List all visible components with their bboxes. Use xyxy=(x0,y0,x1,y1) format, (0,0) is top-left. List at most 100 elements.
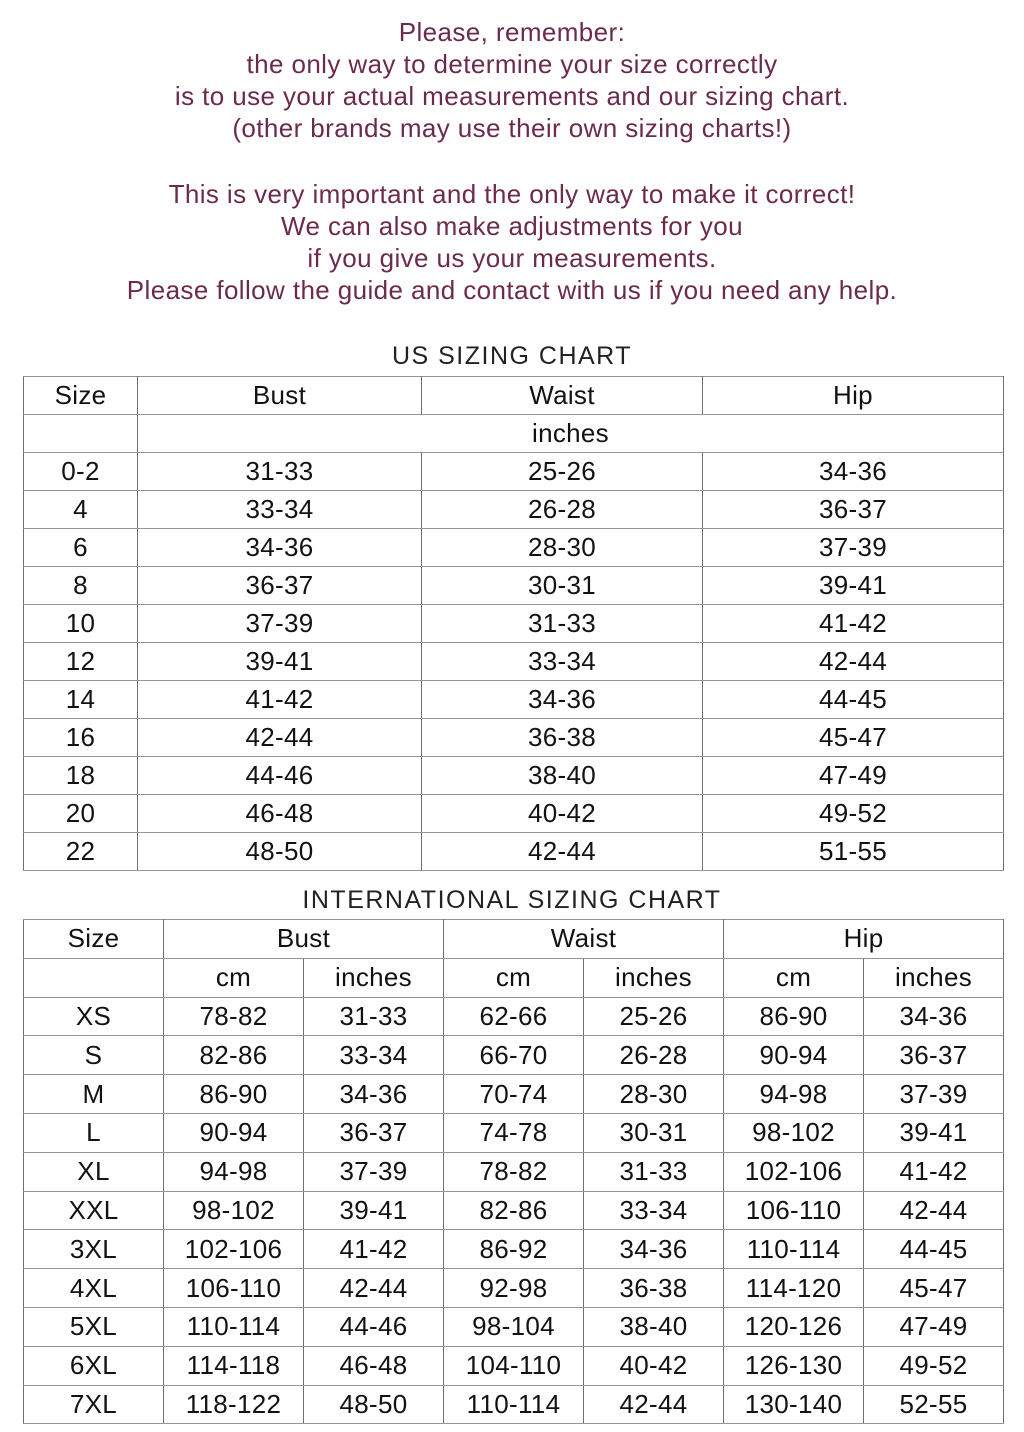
table-cell: 98-102 xyxy=(723,1112,865,1153)
table-cell: 46-48 xyxy=(302,1345,445,1386)
table-cell: 118-122 xyxy=(163,1384,304,1425)
table-cell: 38-40 xyxy=(583,1306,725,1347)
table-cell: 33-34 xyxy=(137,490,422,529)
table-row: 6XL 114-118 46-48 104-110 40-42 126-130 49-52 xyxy=(23,1345,1005,1386)
table-cell: 86-90 xyxy=(163,1074,304,1114)
table-cell: 37-39 xyxy=(302,1151,445,1192)
table-cell: 46-48 xyxy=(137,794,422,833)
table-row: 3XL 102-106 41-42 86-92 34-36 110-114 44-45 xyxy=(23,1229,1005,1270)
table-cell: 74-78 xyxy=(443,1112,585,1153)
column-header-bust: Bust xyxy=(162,919,445,959)
table-cell: 66-70 xyxy=(443,1035,585,1076)
table-cell: 106-110 xyxy=(163,1268,304,1308)
table-cell: 16 xyxy=(23,718,138,757)
intl-table-body: XS 78-82 31-33 62-66 25-26 86-90 34-36 S 82-86 33… xyxy=(23,996,1005,1425)
table-row: XS 78-82 31-33 62-66 25-26 86-90 34-36 xyxy=(23,996,1005,1037)
table-cell: 0-2 xyxy=(23,452,138,491)
table-row: 18 44-46 38-40 47-49 xyxy=(23,756,1004,795)
us-chart-title: US SIZING CHART xyxy=(391,342,633,370)
table-cell: 120-126 xyxy=(723,1306,865,1347)
us-table-body: 0-2 31-33 25-26 34-36 4 33-34 26-28 36-37 6 34-36… xyxy=(23,452,1004,871)
table-cell: 102-106 xyxy=(723,1151,865,1192)
table-cell: 3XL xyxy=(23,1229,164,1270)
table-cell: 98-104 xyxy=(443,1306,585,1347)
table-cell: 126-130 xyxy=(723,1345,865,1386)
table-cell: 47-49 xyxy=(702,756,1004,795)
table-cell: 36-37 xyxy=(702,490,1004,529)
table-cell: 45-47 xyxy=(702,718,1004,757)
table-cell: 28-30 xyxy=(421,528,703,567)
intro-line: Please follow the guide and contact with… xyxy=(126,275,898,305)
table-cell: 78-82 xyxy=(163,996,304,1037)
table-row: 0-2 31-33 25-26 34-36 xyxy=(23,452,1004,491)
table-cell: 30-31 xyxy=(421,566,703,605)
table-cell: 94-98 xyxy=(723,1074,865,1114)
table-cell: 52-55 xyxy=(863,1384,1005,1425)
table-cell: 31-33 xyxy=(421,604,703,643)
table-cell: 47-49 xyxy=(863,1306,1005,1347)
table-cell: 6 xyxy=(23,528,138,567)
table-cell: 14 xyxy=(23,680,138,719)
table-cell: 7XL xyxy=(23,1384,164,1425)
table-cell: 40-42 xyxy=(421,794,703,833)
table-cell: 10 xyxy=(23,604,138,643)
table-cell: 28-30 xyxy=(583,1074,725,1114)
table-cell: 42-44 xyxy=(702,642,1004,681)
table-row: XL 94-98 37-39 78-82 31-33 102-106 41-42 xyxy=(23,1151,1005,1192)
table-row: 7XL 118-122 48-50 110-114 42-44 130-140 52-55 xyxy=(23,1384,1005,1425)
table-cell: 41-42 xyxy=(863,1151,1005,1192)
table-cell: XS xyxy=(23,996,164,1037)
table-cell: 33-34 xyxy=(421,642,703,681)
table-row: 22 48-50 42-44 51-55 xyxy=(23,832,1004,871)
table-cell: 42-44 xyxy=(137,718,422,757)
table-cell: 102-106 xyxy=(163,1229,304,1270)
table-cell: 22 xyxy=(23,832,138,871)
table-cell: 8 xyxy=(23,566,138,605)
table-cell: 62-66 xyxy=(443,996,585,1037)
table-cell: 45-47 xyxy=(863,1268,1005,1308)
table-cell: 33-34 xyxy=(302,1035,445,1076)
table-cell: 39-41 xyxy=(702,566,1004,605)
intro-line: This is very important and the only way … xyxy=(168,179,856,209)
table-cell: 48-50 xyxy=(302,1384,445,1425)
table-cell: 98-102 xyxy=(163,1190,304,1231)
table-row: S 82-86 33-34 66-70 26-28 90-94 36-37 xyxy=(23,1035,1005,1076)
table-row: 14 41-42 34-36 44-45 xyxy=(23,680,1004,719)
table-cell: 114-120 xyxy=(723,1268,865,1308)
unit-label-inches: inches xyxy=(302,957,445,998)
table-cell: 49-52 xyxy=(702,794,1004,833)
table-row: L 90-94 36-37 74-78 30-31 98-102 39-41 xyxy=(23,1112,1005,1153)
table-cell: 31-33 xyxy=(302,996,445,1037)
table-cell: 42-44 xyxy=(583,1384,725,1425)
table-cell: 44-45 xyxy=(702,680,1004,719)
table-cell: 39-41 xyxy=(863,1112,1005,1153)
column-header-size: Size xyxy=(23,376,138,415)
table-row: 20 46-48 40-42 49-52 xyxy=(23,794,1004,833)
table-cell: 36-37 xyxy=(302,1112,445,1153)
table-cell: 44-46 xyxy=(302,1306,445,1347)
column-header-hip: Hip xyxy=(723,919,1005,959)
table-cell: 34-36 xyxy=(583,1229,725,1270)
us-table-header-row: Size Bust Waist Hip xyxy=(23,376,1004,415)
table-cell: 36-37 xyxy=(863,1035,1005,1076)
table-row: 6 34-36 28-30 37-39 xyxy=(23,528,1004,567)
table-cell: 39-41 xyxy=(137,642,422,681)
table-cell: 34-36 xyxy=(421,680,703,719)
table-cell: 31-33 xyxy=(583,1151,725,1192)
intl-table-header-row: Size Bust Waist Hip xyxy=(23,919,1005,959)
intro-line: Please, remember: xyxy=(398,17,626,47)
table-cell: 42-44 xyxy=(302,1268,445,1308)
table-cell: 30-31 xyxy=(583,1112,725,1153)
table-cell: 114-118 xyxy=(163,1345,304,1386)
unit-label-inches: inches xyxy=(137,414,1004,453)
table-row: 8 36-37 30-31 39-41 xyxy=(23,566,1004,605)
table-cell: 82-86 xyxy=(443,1190,585,1231)
intro-line: We can also make adjustments for you xyxy=(281,211,743,241)
table-cell: 41-42 xyxy=(302,1229,445,1270)
table-cell: 51-55 xyxy=(702,832,1004,871)
column-header-waist: Waist xyxy=(421,376,703,415)
intro-paragraph-help: This is very important and the only way … xyxy=(0,178,1024,306)
table-cell: 90-94 xyxy=(723,1035,865,1076)
table-cell: 36-37 xyxy=(137,566,422,605)
intl-table-unit-row: cm inches cm inches cm inches xyxy=(23,957,1005,998)
